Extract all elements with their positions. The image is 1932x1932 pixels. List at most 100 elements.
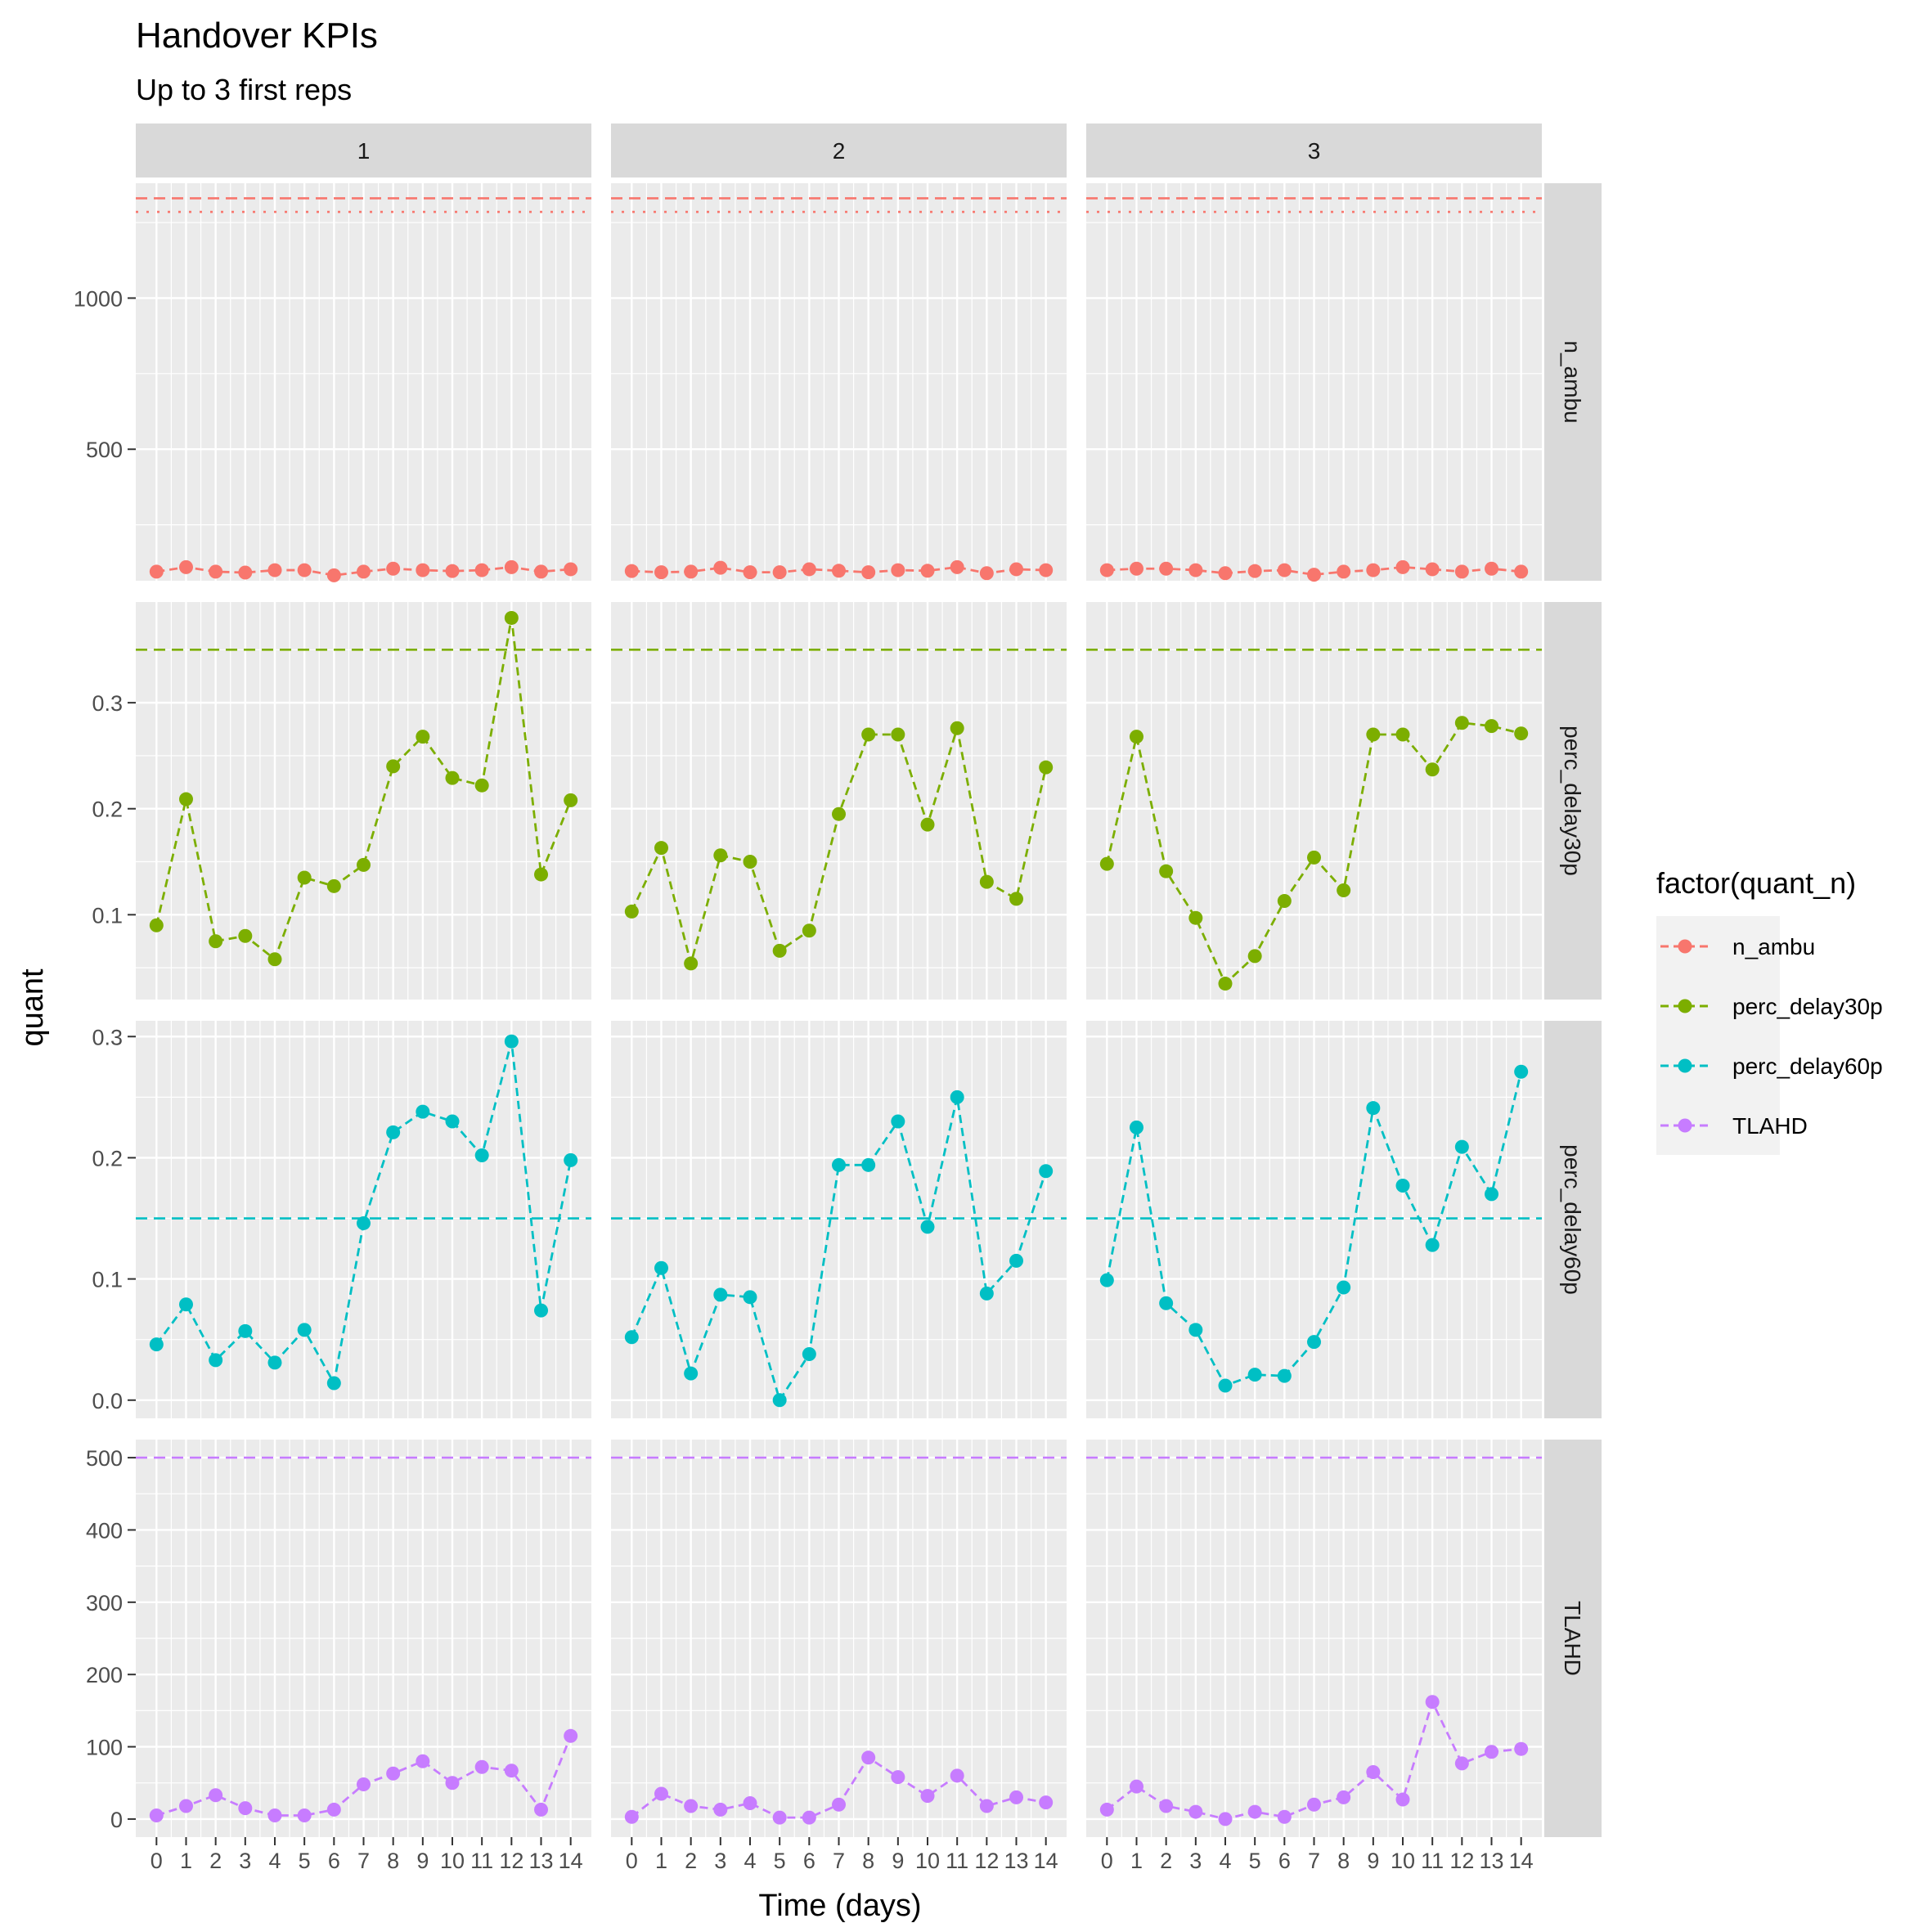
y-tick-label: 0.1 <box>92 1268 123 1292</box>
data-point <box>209 1353 223 1368</box>
y-tick-label: 300 <box>86 1591 123 1615</box>
panel-n_ambu-3 <box>1086 183 1542 582</box>
data-point <box>209 934 223 949</box>
data-point <box>149 1337 164 1352</box>
chart-title: Handover KPIs <box>136 16 378 56</box>
data-point <box>1159 1799 1174 1813</box>
legend-key-point-n_ambu <box>1678 939 1692 954</box>
data-point <box>1247 949 1262 964</box>
data-point <box>1188 1804 1203 1819</box>
data-point <box>267 1808 282 1822</box>
data-point <box>713 1802 728 1817</box>
y-tick-label: 0.3 <box>92 1025 123 1049</box>
data-point <box>1188 910 1203 925</box>
data-point <box>149 918 164 932</box>
x-tick-label: 5 <box>774 1849 786 1873</box>
x-tick-label: 0 <box>626 1849 638 1873</box>
data-point <box>1129 730 1143 744</box>
data-point <box>950 721 964 735</box>
column-strip-1 <box>136 124 591 177</box>
legend-key-background <box>1656 916 1780 1155</box>
data-point <box>267 952 282 967</box>
data-point <box>1009 1253 1024 1268</box>
x-tick-label: 4 <box>1219 1849 1231 1873</box>
data-point <box>624 904 639 919</box>
data-point <box>209 1788 223 1803</box>
data-point <box>1395 559 1410 574</box>
data-point <box>297 563 312 577</box>
data-point <box>534 867 549 882</box>
data-point <box>357 857 371 872</box>
data-point <box>920 817 935 832</box>
data-point <box>386 759 401 774</box>
data-point <box>1454 716 1469 730</box>
data-point <box>564 793 578 807</box>
data-point <box>1099 563 1114 577</box>
data-point <box>1425 1238 1440 1252</box>
data-point <box>1159 864 1174 878</box>
data-point <box>624 1809 639 1824</box>
data-point <box>416 1754 430 1768</box>
data-point <box>1425 1695 1440 1710</box>
x-tick-label: 10 <box>915 1849 940 1873</box>
data-point <box>1425 762 1440 777</box>
x-tick-label: 0 <box>151 1849 163 1873</box>
x-tick-label: 1 <box>180 1849 192 1873</box>
x-tick-label: 6 <box>328 1849 340 1873</box>
data-point <box>1514 1741 1529 1756</box>
data-point <box>1188 1323 1203 1337</box>
data-point <box>386 1125 401 1139</box>
data-point <box>564 562 578 577</box>
row-strip-perc_delay30p <box>1544 602 1602 1000</box>
data-point <box>534 564 549 579</box>
data-point <box>832 1157 846 1172</box>
data-point <box>832 564 846 578</box>
x-tick-label: 13 <box>1479 1849 1503 1873</box>
data-point <box>1366 1101 1381 1116</box>
x-tick-label: 14 <box>559 1849 583 1873</box>
data-point <box>1218 977 1233 991</box>
x-tick-label: 7 <box>1308 1849 1320 1873</box>
x-tick-label: 2 <box>1160 1849 1172 1873</box>
data-point <box>178 1799 193 1813</box>
data-point <box>979 1286 994 1301</box>
data-point <box>1395 1179 1410 1193</box>
data-point <box>654 565 668 580</box>
panel-TLAHD-1 <box>136 1440 591 1837</box>
data-point <box>445 564 460 578</box>
data-point <box>1485 719 1499 734</box>
legend-label-perc_delay30p: perc_delay30p <box>1732 994 1883 1019</box>
panel-TLAHD-2 <box>611 1440 1067 1837</box>
panel-perc_delay60p-1 <box>136 1021 591 1418</box>
y-tick-label: 0.3 <box>92 691 123 716</box>
data-point <box>474 1759 489 1774</box>
panel-perc_delay30p-3 <box>1086 602 1542 1000</box>
y-tick-label: 500 <box>86 1446 123 1471</box>
data-point <box>445 1114 460 1129</box>
data-point <box>1425 562 1440 577</box>
data-point <box>504 1034 519 1049</box>
data-point <box>684 1799 699 1813</box>
data-point <box>445 771 460 785</box>
data-point <box>1307 568 1321 582</box>
data-point <box>1454 1139 1469 1154</box>
data-point <box>802 1346 816 1361</box>
data-point <box>297 1323 312 1337</box>
data-point <box>1159 1296 1174 1310</box>
data-point <box>891 1770 905 1785</box>
data-point <box>267 1355 282 1370</box>
x-tick-label: 12 <box>974 1849 999 1873</box>
x-tick-label: 7 <box>833 1849 845 1873</box>
series-line-n_ambu <box>156 565 571 577</box>
x-tick-label: 11 <box>470 1849 493 1873</box>
data-point <box>713 848 728 863</box>
data-point <box>1129 1779 1143 1794</box>
data-point <box>1514 1064 1529 1079</box>
x-tick-label: 1 <box>1130 1849 1143 1873</box>
column-strip-label-2: 2 <box>833 138 846 164</box>
data-point <box>297 870 312 885</box>
data-point <box>238 1323 253 1338</box>
row-strip-label-TLAHD: TLAHD <box>1560 1601 1585 1676</box>
data-point <box>209 564 223 579</box>
data-point <box>357 1215 371 1230</box>
